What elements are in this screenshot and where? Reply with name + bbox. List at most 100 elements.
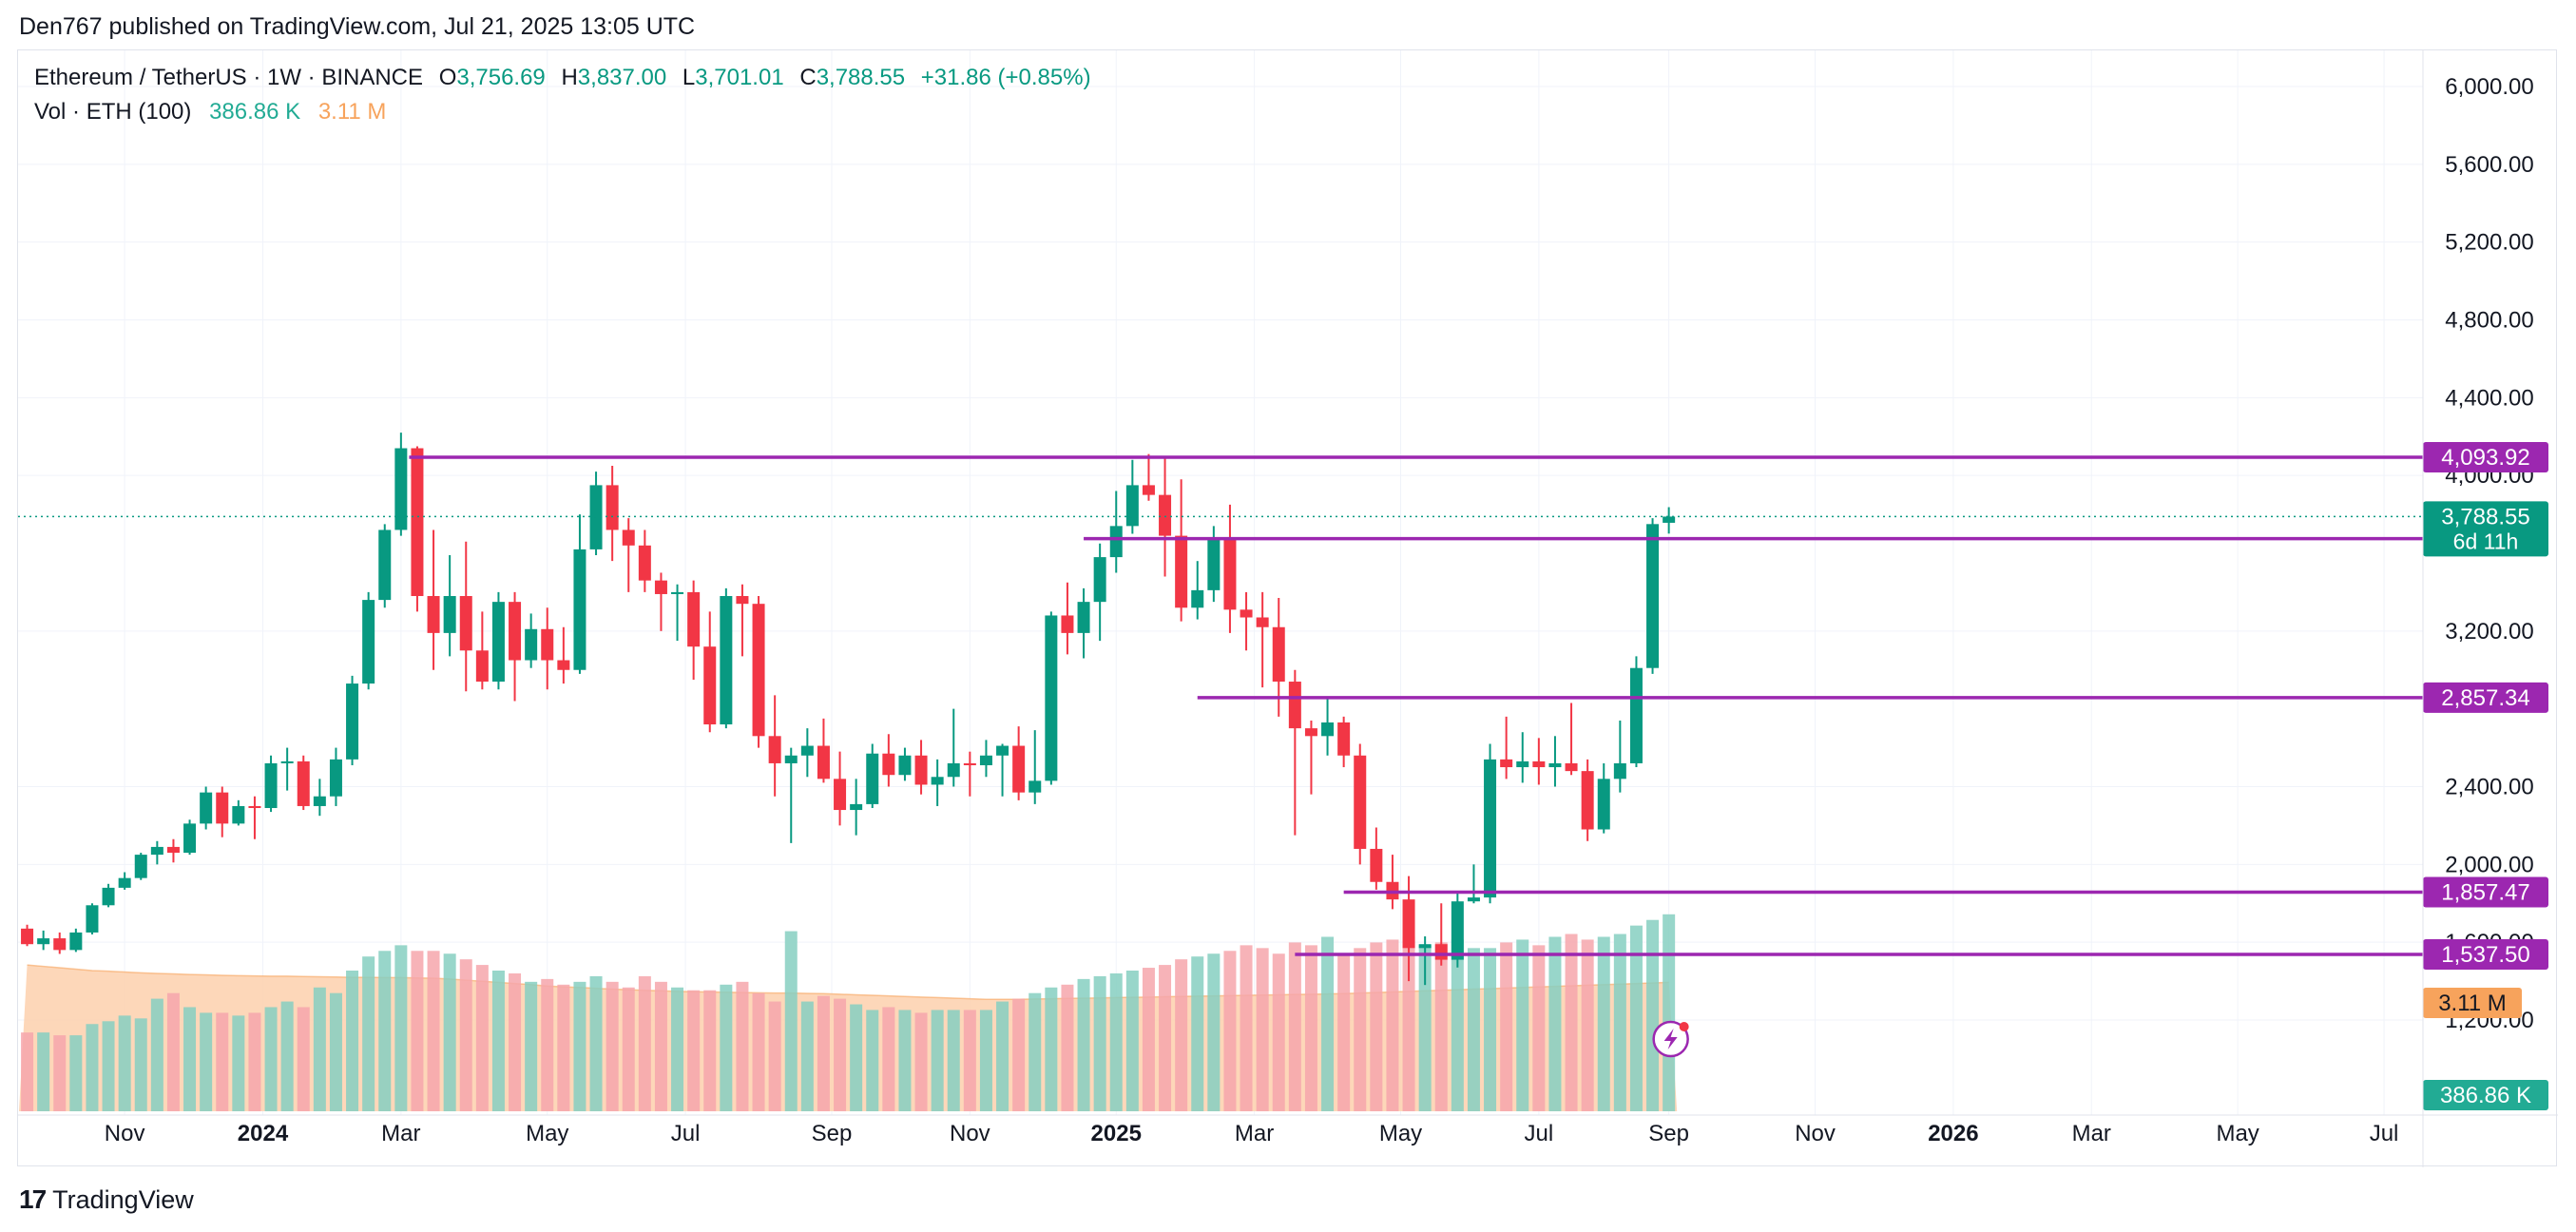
volume-bar	[346, 971, 359, 1111]
legend-open-value: 3,756.69	[456, 65, 546, 90]
candle-body	[1532, 760, 1546, 768]
legend-volume-row: Vol · ETH (100) 386.86 K 3.11 M	[34, 99, 1091, 125]
volume-bar	[232, 1015, 245, 1111]
volume-bar	[491, 971, 505, 1111]
candle-body	[834, 779, 847, 811]
candle-body	[53, 938, 67, 951]
volume-bar	[69, 1035, 83, 1111]
x-tick-label: Nov	[1795, 1121, 1836, 1146]
y-tick-label: 4,400.00	[2445, 385, 2533, 411]
volume-bar	[475, 965, 489, 1111]
candle-body	[703, 646, 717, 725]
volume-bar	[1159, 965, 1172, 1111]
volume-bar	[1337, 953, 1351, 1111]
candle-body	[1581, 771, 1594, 830]
candle-body	[264, 762, 278, 809]
volume-bar	[1613, 934, 1626, 1111]
candle-body	[606, 485, 619, 530]
candle-body	[1093, 557, 1106, 603]
candle-body	[963, 762, 976, 765]
legend-volume-value: 386.86 K	[209, 99, 301, 125]
volume-bar	[996, 1001, 1009, 1111]
y-tick-label: 2,400.00	[2445, 775, 2533, 800]
volume-bar	[1223, 951, 1237, 1111]
volume-bar	[1061, 984, 1074, 1111]
candle-body	[443, 596, 456, 633]
volume-bar	[882, 1007, 895, 1111]
tradingview-logo-icon: 17	[19, 1184, 47, 1214]
candle-body	[280, 760, 294, 763]
level-price-badge-label: 4,093.92	[2441, 445, 2529, 471]
candle-body	[1370, 848, 1383, 882]
volume-bar	[1565, 934, 1578, 1111]
countdown-label: 6d 11h	[2453, 529, 2519, 553]
candle-body	[1418, 944, 1432, 949]
level-price-badge	[2423, 876, 2548, 908]
volume-bar	[1370, 942, 1383, 1111]
y-tick-label: 3,200.00	[2445, 619, 2533, 645]
volume-bar	[1321, 936, 1335, 1111]
volume-bar	[1304, 945, 1317, 1111]
candle-body	[297, 760, 310, 806]
volume-bar	[1256, 948, 1269, 1111]
candle-body	[1629, 667, 1643, 763]
volume-bar	[525, 981, 538, 1111]
volume-bar	[459, 959, 472, 1111]
candle-body	[1321, 722, 1335, 737]
candle-body	[996, 745, 1009, 756]
level-price-badge	[2423, 682, 2548, 713]
volume-bar	[297, 1007, 310, 1111]
candle-body	[200, 792, 213, 824]
candle-body	[931, 777, 944, 785]
volume-bar	[1418, 945, 1432, 1111]
lightning-bolt	[1663, 1029, 1678, 1049]
candle-body	[525, 628, 538, 661]
volume-bar	[1581, 939, 1594, 1111]
volume-bar	[1597, 936, 1610, 1111]
current-price-label: 3,788.55	[2441, 504, 2529, 529]
volume-bar	[166, 992, 180, 1111]
volume-bar	[1109, 972, 1123, 1111]
volume-bar	[200, 1012, 213, 1111]
volume-bar	[280, 1001, 294, 1111]
level-price-badge-label: 2,857.34	[2441, 685, 2529, 711]
candle-body	[817, 745, 830, 780]
volume-bar	[1093, 975, 1106, 1111]
volume-bar	[1467, 948, 1480, 1111]
candle-body	[1142, 485, 1155, 495]
candle-body	[37, 938, 50, 945]
y-tick-label: 5,200.00	[2445, 230, 2533, 256]
volume-bar	[1077, 978, 1090, 1111]
volume-bar	[687, 990, 701, 1111]
legend-symbol[interactable]: Ethereum / TetherUS · 1W · BINANCE	[34, 65, 424, 90]
candle-body	[1451, 901, 1464, 960]
candle-body	[1337, 722, 1351, 756]
volume-bar	[216, 1012, 229, 1111]
candle-body	[898, 755, 912, 776]
volume-bar	[1191, 956, 1204, 1111]
candle-body	[1207, 537, 1221, 590]
volume-bar	[1663, 914, 1676, 1111]
candle-body	[768, 736, 781, 763]
candle-body	[329, 759, 342, 797]
candle-body	[1434, 944, 1448, 960]
volume-bar	[752, 992, 765, 1111]
y-tick-label: 6,000.00	[2445, 74, 2533, 100]
y-tick-label: 5,600.00	[2445, 152, 2533, 178]
chart-frame[interactable]: 1,200.001,600.002,000.002,400.003,200.00…	[17, 49, 2558, 1167]
level-price-badge-label: 1,857.47	[2441, 879, 2529, 905]
volume-bar	[183, 1007, 197, 1111]
candle-body	[491, 602, 505, 683]
volume-bar	[638, 975, 651, 1111]
volume-bar	[1142, 968, 1155, 1111]
candle-body	[1175, 535, 1188, 608]
volume-bar	[557, 984, 570, 1111]
candle-body	[914, 755, 928, 785]
tradingview-logo[interactable]: 17 TradingView	[19, 1184, 194, 1215]
volume-bar	[362, 956, 375, 1111]
candle-body	[1223, 537, 1237, 610]
candle-body	[1288, 682, 1301, 729]
price-chart[interactable]: 1,200.001,600.002,000.002,400.003,200.00…	[18, 50, 2558, 1167]
candle-body	[1663, 516, 1676, 523]
legend-volume-label[interactable]: Vol · ETH (100)	[34, 99, 192, 125]
